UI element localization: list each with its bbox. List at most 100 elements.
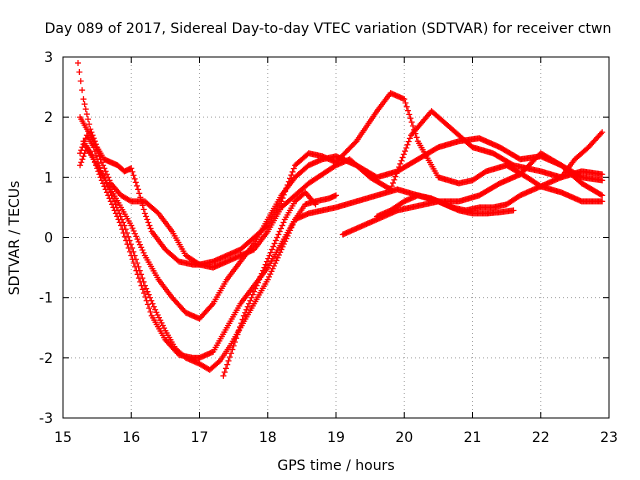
data-point bbox=[111, 198, 118, 205]
data-point bbox=[136, 241, 143, 248]
data-point bbox=[407, 115, 414, 122]
data-point bbox=[275, 252, 282, 259]
data-point bbox=[235, 327, 242, 334]
data-point bbox=[288, 172, 295, 179]
data-point bbox=[270, 262, 277, 269]
data-point bbox=[140, 278, 147, 285]
data-point bbox=[270, 243, 277, 250]
data-point bbox=[130, 227, 137, 234]
data-point bbox=[127, 241, 134, 248]
data-point bbox=[157, 317, 164, 324]
data-point bbox=[278, 246, 285, 253]
data-point bbox=[159, 322, 166, 329]
data-point bbox=[226, 354, 233, 361]
series-track-b bbox=[77, 108, 606, 271]
data-point bbox=[147, 308, 154, 315]
data-point bbox=[245, 300, 252, 307]
grid-layer bbox=[63, 57, 609, 418]
data-point bbox=[145, 291, 152, 298]
data-point bbox=[79, 156, 86, 163]
data-point bbox=[83, 111, 90, 118]
data-point bbox=[398, 157, 405, 164]
data-point bbox=[240, 312, 247, 319]
data-point bbox=[287, 227, 294, 234]
data-point bbox=[130, 172, 137, 179]
data-point bbox=[282, 238, 289, 245]
data-point bbox=[128, 165, 135, 172]
data-point bbox=[273, 257, 280, 264]
data-point bbox=[153, 309, 160, 316]
data-point bbox=[271, 240, 278, 247]
data-point bbox=[81, 101, 88, 108]
data-point bbox=[289, 168, 296, 175]
data-point bbox=[283, 235, 290, 242]
data-point bbox=[220, 372, 227, 379]
data-point bbox=[131, 230, 138, 237]
data-point bbox=[132, 256, 139, 263]
data-point bbox=[79, 87, 86, 94]
data-point bbox=[155, 314, 162, 321]
data-point bbox=[142, 293, 149, 300]
data-point bbox=[510, 207, 517, 214]
data-point bbox=[106, 186, 113, 193]
data-point bbox=[312, 201, 319, 208]
data-point bbox=[261, 264, 268, 271]
data-point bbox=[391, 176, 398, 183]
data-point bbox=[76, 69, 83, 76]
data-point bbox=[263, 258, 270, 265]
data-point bbox=[274, 254, 281, 261]
data-point bbox=[224, 361, 231, 368]
data-point bbox=[233, 335, 240, 342]
data-point bbox=[269, 265, 276, 272]
x-axis-label: GPS time / hours bbox=[277, 458, 394, 474]
data-point bbox=[352, 139, 359, 146]
data-point bbox=[103, 171, 110, 178]
data-point bbox=[104, 183, 111, 190]
data-point bbox=[120, 219, 127, 226]
data-point bbox=[109, 195, 116, 202]
data-point bbox=[268, 268, 275, 275]
data-point bbox=[154, 311, 161, 318]
data-point bbox=[247, 297, 254, 304]
data-point bbox=[406, 135, 413, 142]
data-point bbox=[242, 309, 249, 316]
data-point bbox=[141, 210, 148, 217]
x-tick-label: 21 bbox=[464, 430, 482, 446]
data-point bbox=[147, 294, 154, 301]
data-point bbox=[134, 236, 141, 243]
data-point bbox=[290, 165, 297, 172]
series-layer bbox=[75, 60, 606, 379]
data-point bbox=[262, 261, 269, 268]
data-point bbox=[98, 159, 105, 166]
data-point bbox=[139, 275, 146, 282]
data-point bbox=[117, 213, 124, 220]
data-point bbox=[144, 301, 151, 308]
data-point bbox=[90, 144, 97, 151]
y-tick-label: 1 bbox=[44, 170, 53, 186]
data-point bbox=[129, 225, 136, 232]
data-point bbox=[279, 222, 286, 229]
data-point bbox=[597, 130, 604, 137]
data-point bbox=[280, 241, 287, 248]
data-point bbox=[108, 192, 115, 199]
data-point bbox=[409, 122, 416, 129]
data-point bbox=[132, 179, 139, 186]
y-tick-label: -1 bbox=[39, 291, 53, 307]
data-point bbox=[248, 294, 255, 301]
data-point bbox=[81, 150, 88, 157]
data-point bbox=[252, 285, 259, 292]
data-point bbox=[402, 99, 409, 106]
data-point bbox=[102, 168, 109, 175]
data-point bbox=[599, 129, 606, 136]
data-point bbox=[264, 276, 271, 283]
data-point bbox=[82, 106, 89, 113]
data-point bbox=[405, 138, 412, 145]
data-point bbox=[277, 225, 284, 232]
data-point bbox=[146, 222, 153, 229]
x-tick-label: 16 bbox=[122, 430, 140, 446]
data-point bbox=[599, 171, 606, 178]
data-point bbox=[130, 248, 137, 255]
data-point bbox=[289, 221, 296, 228]
